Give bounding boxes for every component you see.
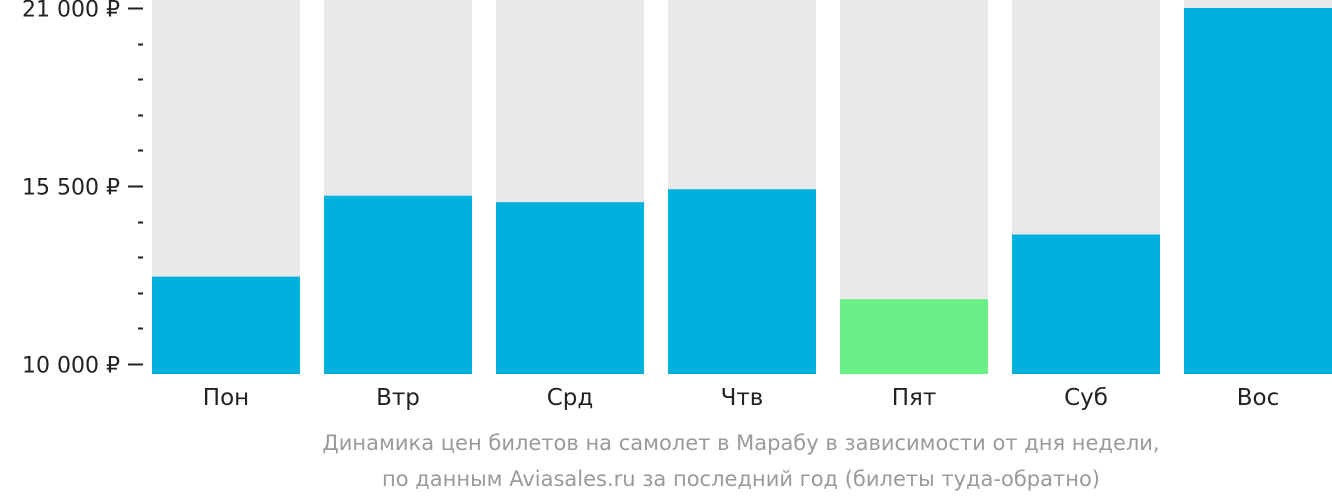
bars [152,0,1332,374]
y-tick-label: 15 500 ₽ [22,176,120,201]
bar-7[interactable] [1184,8,1332,374]
y-axis: 21 000 ₽ 15 500 ₽ 10 000 ₽ [22,0,143,379]
x-category-label: Срд [547,385,594,411]
bar-4[interactable] [668,189,816,374]
x-category-label: Пят [892,385,937,411]
chart-caption-line-1: Динамика цен билетов на самолет в Марабу… [322,431,1160,455]
x-category-label: Втр [376,385,420,411]
x-axis: Пон Втр Срд Чтв Пят Суб Вос [203,385,1279,411]
x-category-label: Пон [203,385,249,411]
bar-5[interactable] [840,299,988,374]
y-tick-label: 10 000 ₽ [22,354,120,379]
x-category-label: Суб [1064,385,1108,411]
bar-1[interactable] [152,276,300,374]
bar-6[interactable] [1012,234,1160,374]
x-category-label: Вос [1237,385,1280,411]
bar-2[interactable] [324,195,472,374]
bar-3[interactable] [496,202,644,374]
x-category-label: Чтв [721,385,764,411]
y-tick-label: 21 000 ₽ [22,0,120,23]
chart-caption-line-2: по данным Aviasales.ru за последний год … [382,467,1100,491]
